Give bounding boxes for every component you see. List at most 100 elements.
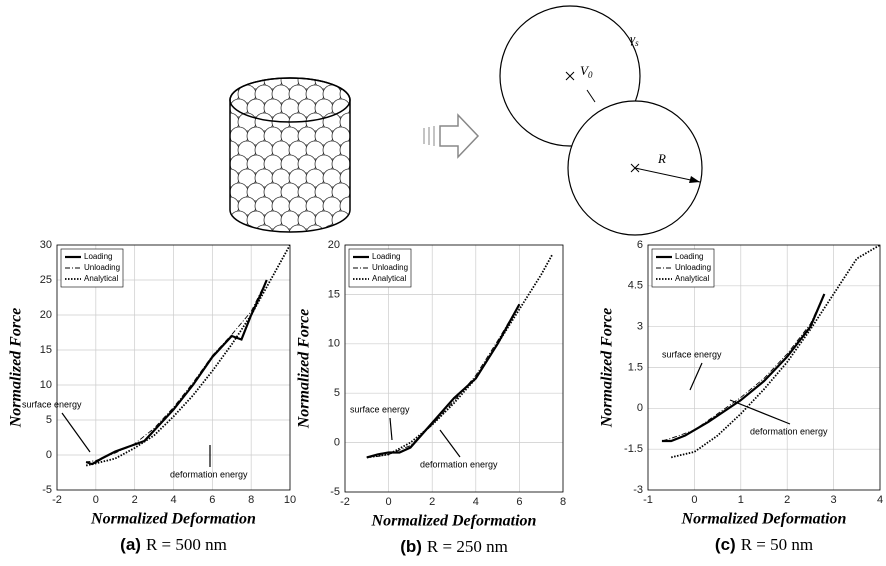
annotation: deformation energy [420, 459, 498, 469]
volume-label: V0 [580, 63, 593, 80]
arrow-head [689, 176, 700, 183]
panel-label: (c) [715, 535, 736, 554]
y-axis-label: Normalized Force [8, 308, 25, 429]
y-tick-label: -1.5 [624, 443, 643, 455]
x-tick-label: 8 [248, 494, 254, 506]
x-tick-label: 2 [784, 494, 790, 506]
particle [230, 98, 232, 118]
transition-arrow [439, 113, 480, 159]
x-axis-label: Normalized Deformation [681, 511, 847, 528]
y-tick-label: 15 [40, 344, 52, 356]
y-tick-label: -5 [330, 486, 340, 498]
y-tick-label: 15 [328, 288, 340, 300]
x-tick-label: 6 [516, 496, 522, 508]
y-tick-label: 4.5 [628, 280, 643, 292]
particle [230, 126, 232, 146]
y-axis-label: Normalized Force [296, 309, 313, 430]
legend-label: Analytical [84, 274, 118, 283]
legend-label: Loading [372, 252, 400, 261]
plot-frame [56, 244, 291, 491]
annotation: surface energy [350, 404, 410, 414]
center-mark [565, 71, 640, 173]
x-tick-label: 4 [170, 494, 176, 506]
x-tick-label: 2 [429, 496, 435, 508]
y-axis-label: Normalized Force [599, 308, 616, 429]
particle [305, 224, 325, 232]
particle-packing [230, 78, 350, 232]
x-tick-label: 4 [473, 496, 479, 508]
y-tick-label: 1.5 [628, 361, 643, 373]
y-tick-label: 0 [637, 402, 643, 414]
particle [331, 182, 350, 202]
caption-text: R = 250 nm [427, 537, 508, 556]
particle [230, 182, 232, 202]
particle [331, 98, 350, 118]
chart: -2 0 2 4 6 8 10 -5 0 5 10 15 20 25 30 Loading Unloading A… [8, 239, 296, 555]
x-tick-label: 3 [831, 494, 837, 506]
legend-label: Unloading [84, 263, 120, 272]
y-tick-label: 5 [334, 387, 340, 399]
y-tick-label: 20 [328, 239, 340, 251]
particle [230, 210, 249, 230]
annotation: surface energy [662, 349, 722, 359]
y-tick-label: 25 [40, 274, 52, 286]
annotation-arrow [439, 429, 461, 458]
gamma-label: γs [630, 31, 639, 48]
annotation: surface energy [22, 399, 82, 409]
diagram: γs V0 R [229, 5, 703, 236]
series-line [661, 293, 825, 442]
y-tick-label: 0 [46, 449, 52, 461]
y-tick-label: -3 [633, 484, 643, 496]
particle [254, 224, 274, 232]
y-tick-label: 10 [328, 338, 340, 350]
arrow [586, 89, 596, 103]
x-tick-label: 0 [386, 496, 392, 508]
annotation: deformation energy [750, 426, 828, 436]
y-tick-label: 10 [40, 379, 52, 391]
plot-frame [344, 244, 564, 493]
x-tick-label: 6 [209, 494, 215, 506]
plot-area [661, 245, 880, 459]
annotation-arrow [689, 362, 703, 391]
plot-area [85, 245, 290, 467]
particle [331, 126, 350, 146]
radius-label: R [657, 151, 666, 166]
annotation-arrow [729, 399, 791, 425]
particle [339, 140, 350, 160]
series-line [85, 279, 268, 466]
y-tick-label: 3 [637, 321, 643, 333]
particle [271, 224, 291, 232]
y-tick-label: 0 [334, 437, 340, 449]
x-tick-label: 1 [738, 494, 744, 506]
y-tick-label: 6 [637, 239, 643, 251]
particle [230, 210, 232, 230]
x-tick-label: -2 [340, 496, 350, 508]
legend-box [60, 248, 124, 288]
particle [331, 210, 350, 230]
particle [230, 78, 232, 90]
particle [339, 168, 350, 188]
x-tick-label: 0 [691, 494, 697, 506]
x-tick-label: 2 [132, 494, 138, 506]
particle [339, 112, 350, 132]
x-tick-label: 10 [284, 494, 296, 506]
y-tick-label: 5 [46, 414, 52, 426]
x-axis-label: Normalized Deformation [371, 513, 537, 530]
radius-line [634, 167, 701, 183]
arrow-stripes [423, 126, 435, 146]
particle [288, 224, 308, 232]
legend-label: Analytical [675, 274, 709, 283]
chart: -1 0 1 2 3 4 -3 -1.5 0 1.5 3 4.5 6 Loading Unloading An… [599, 239, 883, 555]
x-tick-label: 8 [560, 496, 566, 508]
caption: (a) R = 500 nm [120, 535, 227, 555]
caption-text: R = 500 nm [146, 535, 227, 554]
y-tick-label: 20 [40, 309, 52, 321]
x-tick-label: 4 [877, 494, 883, 506]
particle [331, 154, 350, 174]
legend-box [651, 248, 715, 288]
legend-label: Unloading [372, 263, 408, 272]
caption: (b) R = 250 nm [400, 537, 508, 557]
x-tick-label: -2 [52, 494, 62, 506]
panel-label: (b) [400, 537, 422, 556]
